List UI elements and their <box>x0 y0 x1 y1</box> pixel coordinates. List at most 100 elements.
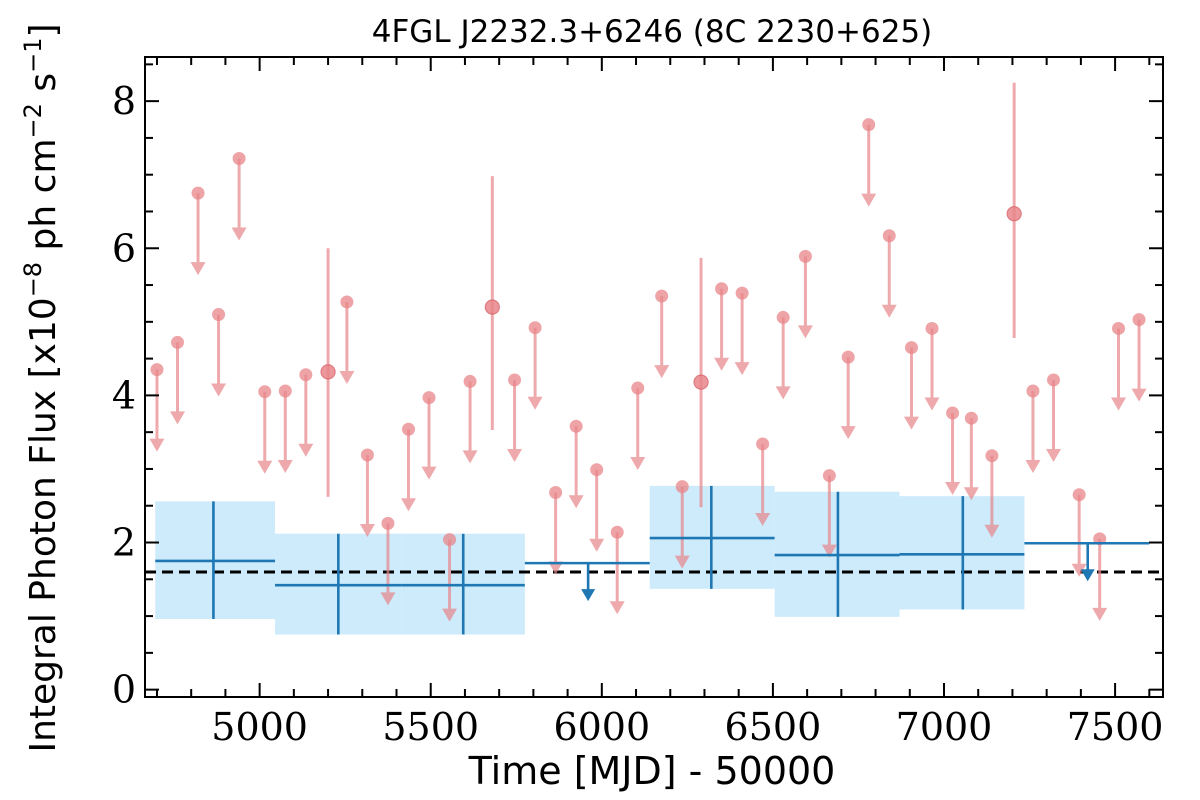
y-axis-label: Integral Photon Flux [x10−8 ph cm−2 s−1] <box>19 23 64 752</box>
short-bin-upper-limit-point <box>422 391 436 405</box>
short-bin-upper-limit-arrow <box>963 418 979 501</box>
x-axis-label: Time [MJD] - 50000 <box>468 749 836 793</box>
short-bin-upper-limit-arrow <box>609 532 625 615</box>
short-bin-upper-limit-arrow <box>548 492 564 575</box>
short-bin-upper-limit-arrow <box>797 256 813 339</box>
short-bin-upper-limit-arrow <box>1025 390 1041 473</box>
y-label-mid: ph cm <box>23 138 64 261</box>
short-bin-upper-limit-point <box>798 249 812 263</box>
short-bin-upper-limit-arrow <box>359 454 375 537</box>
short-bin-upper-limit-point <box>1132 313 1146 327</box>
y-tick-label: 4 <box>112 373 136 417</box>
short-bin-upper-limit-point <box>822 469 836 483</box>
short-bin-upper-limit-point <box>735 286 749 300</box>
short-bin-upper-limit-arrow <box>861 124 877 207</box>
short-bin-upper-limit-arrow <box>881 235 897 318</box>
short-bin-upper-limit-point <box>463 374 477 388</box>
short-bin-upper-limit-arrow <box>400 429 416 512</box>
short-bin-upper-limit-point <box>443 533 457 547</box>
short-bin-upper-limit-arrow <box>462 381 478 464</box>
short-bin-upper-limit-point <box>985 449 999 463</box>
short-bin-upper-limit-point <box>841 350 855 364</box>
short-bin-upper-limit-arrow <box>277 390 293 473</box>
short-bin-upper-limit-arrow <box>714 288 730 371</box>
short-bin-upper-limit-arrow <box>945 413 961 496</box>
short-bin-upper-limit-point <box>590 463 604 477</box>
y-label-exp3: −1 <box>19 38 47 73</box>
short-bin-upper-limit-point <box>904 341 918 355</box>
short-bin-upper-limit-arrow <box>589 469 605 552</box>
short-bin-upper-limit-arrow <box>421 397 437 480</box>
short-bin-upper-limit-arrow <box>1071 494 1087 577</box>
short-bin-upper-limit-arrow <box>231 158 247 241</box>
short-bin-upper-limit-point <box>258 385 272 399</box>
short-bin-upper-limit-point <box>925 321 939 335</box>
short-bin-upper-limit-arrow <box>568 426 584 509</box>
short-bin-upper-limit-point <box>171 335 185 349</box>
short-bin-upper-limit-point <box>360 448 374 462</box>
short-bin-detection-point <box>693 374 709 390</box>
short-bin-upper-limit-arrow <box>674 486 690 569</box>
short-bin-upper-limit-point <box>964 411 978 425</box>
short-bin-upper-limit-arrow <box>630 388 646 471</box>
short-bin-upper-limit-arrow <box>984 455 1000 538</box>
short-bin-upper-limit-arrow <box>190 193 206 276</box>
short-bin-upper-limit-arrow <box>1092 538 1108 621</box>
y-tick-label: 6 <box>112 226 136 270</box>
short-bin-upper-limit-arrow <box>442 539 458 622</box>
short-bin-upper-limit-point <box>1047 373 1061 387</box>
short-bin-upper-limit-point <box>150 363 164 377</box>
short-bin-upper-limit-arrow <box>654 296 670 379</box>
y-label-mid2: s <box>23 73 64 103</box>
short-bin-upper-limit-point <box>1112 321 1126 335</box>
short-bin-upper-limit-arrow <box>821 475 837 558</box>
short-bin-detection-point <box>484 299 500 315</box>
short-bin-upper-limit-arrow <box>775 317 791 400</box>
short-bin-upper-limit-point <box>381 516 395 530</box>
short-bin-upper-limit-arrow <box>298 374 314 457</box>
y-label-end: ] <box>23 23 64 37</box>
short-bin-upper-limit-point <box>340 295 354 309</box>
short-bin-upper-limit-arrow <box>840 357 856 440</box>
short-bin-upper-limit-point <box>191 186 205 200</box>
short-bin-upper-limit-point <box>1026 384 1040 398</box>
short-bin-upper-limit-arrow <box>149 369 165 452</box>
y-label-exp1: −8 <box>19 262 47 297</box>
y-label-main: Integral Photon Flux [x10 <box>23 297 64 752</box>
short-bin-upper-limit-point <box>631 381 645 395</box>
short-bin-upper-limit-point <box>232 152 246 166</box>
x-tick-label: 5000 <box>211 705 308 749</box>
x-tick-label: 6500 <box>725 705 822 749</box>
y-label-exp2: −2 <box>19 103 47 138</box>
short-bin-upper-limit-point <box>675 480 689 494</box>
chart-title: 4FGL J2232.3+6246 (8C 2230+625) <box>372 14 932 50</box>
short-bin-upper-limit-arrow <box>1046 379 1062 462</box>
x-tick-label: 6000 <box>553 705 650 749</box>
short-bin-upper-limit-arrow <box>1111 328 1127 411</box>
short-bin-upper-limit-point <box>756 437 770 451</box>
short-bin-upper-limit-point <box>508 373 522 387</box>
short-bin-detection-point <box>1006 206 1022 222</box>
short-bin-upper-limit-point <box>569 419 583 433</box>
short-bin-upper-limit-point <box>862 118 876 132</box>
short-bin-upper-limit-point <box>549 485 563 499</box>
short-bin-upper-limit-point <box>528 321 542 335</box>
y-tick-label: 2 <box>112 521 136 565</box>
short-bin-upper-limit-arrow <box>903 347 919 430</box>
short-bin-upper-limit-point <box>946 406 960 420</box>
short-bin-upper-limit-point <box>278 384 292 398</box>
short-bin-upper-limit-point <box>1072 488 1086 502</box>
plot-frame <box>144 56 1164 698</box>
short-bin-upper-limit-point <box>212 307 226 321</box>
short-bin-upper-limit-arrow <box>339 301 355 384</box>
short-bin-upper-limit-arrow <box>170 342 186 425</box>
short-bin-upper-limit-arrow <box>507 379 523 462</box>
short-bin-upper-limit-arrow <box>527 327 543 410</box>
short-bin-detection-point <box>320 364 336 380</box>
short-bin-upper-limit-arrow <box>734 293 750 376</box>
short-bin-upper-limit-point <box>299 368 313 382</box>
short-bin-upper-limit-point <box>655 289 669 303</box>
short-bin-upper-limit-point <box>401 422 415 436</box>
short-bin-upper-limit-point <box>715 282 729 296</box>
